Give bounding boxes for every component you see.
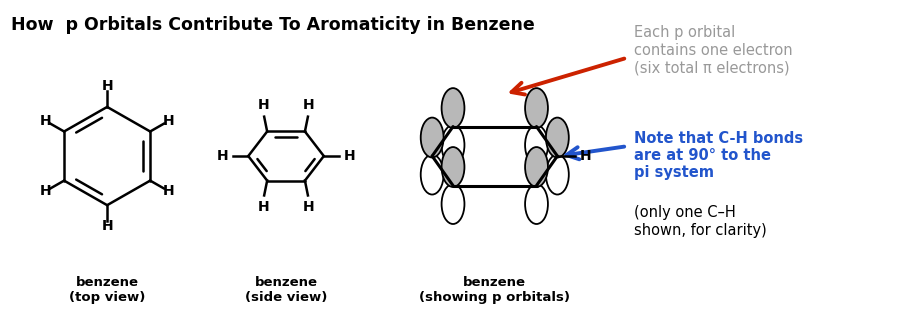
Text: H: H bbox=[343, 149, 355, 163]
Text: H: H bbox=[162, 114, 174, 128]
Text: H: H bbox=[101, 79, 113, 93]
Ellipse shape bbox=[441, 88, 464, 128]
Text: Each p orbital
contains one electron
(six total π electrons): Each p orbital contains one electron (si… bbox=[633, 25, 792, 75]
Text: benzene
(top view): benzene (top view) bbox=[69, 276, 145, 304]
Ellipse shape bbox=[441, 147, 464, 187]
Text: H: H bbox=[40, 184, 52, 198]
Text: How  p Orbitals Contribute To Aromaticity in Benzene: How p Orbitals Contribute To Aromaticity… bbox=[11, 16, 534, 34]
Text: Note that C-H bonds
are at 90° to the
pi system: Note that C-H bonds are at 90° to the pi… bbox=[633, 130, 803, 180]
Text: H: H bbox=[302, 98, 314, 112]
Ellipse shape bbox=[441, 184, 464, 224]
Text: (only one C–H
shown, for clarity): (only one C–H shown, for clarity) bbox=[633, 205, 766, 238]
Ellipse shape bbox=[441, 125, 464, 165]
Text: H: H bbox=[40, 114, 52, 128]
Text: benzene
(side view): benzene (side view) bbox=[244, 276, 327, 304]
Text: H: H bbox=[302, 200, 314, 214]
Text: H: H bbox=[162, 184, 174, 198]
Text: H: H bbox=[257, 98, 269, 112]
Ellipse shape bbox=[420, 155, 443, 195]
Text: H: H bbox=[217, 149, 228, 163]
Text: benzene
(showing p orbitals): benzene (showing p orbitals) bbox=[419, 276, 569, 304]
Ellipse shape bbox=[525, 184, 548, 224]
Ellipse shape bbox=[546, 118, 568, 157]
Ellipse shape bbox=[525, 147, 548, 187]
Text: H: H bbox=[579, 149, 591, 163]
Ellipse shape bbox=[525, 125, 548, 165]
Ellipse shape bbox=[525, 88, 548, 128]
Ellipse shape bbox=[546, 155, 568, 195]
Text: H: H bbox=[257, 200, 269, 214]
Ellipse shape bbox=[420, 118, 443, 157]
Text: H: H bbox=[101, 219, 113, 233]
